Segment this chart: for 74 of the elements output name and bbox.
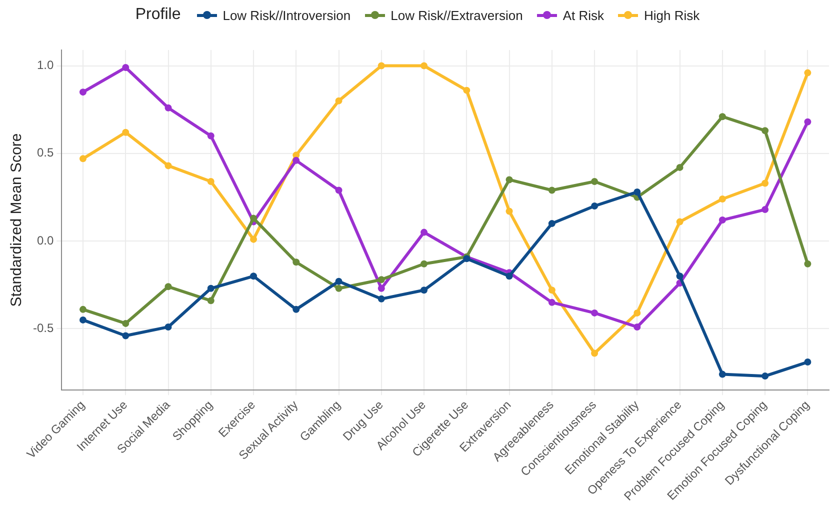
point	[420, 228, 428, 236]
point	[634, 309, 641, 316]
legend-label: At Risk	[562, 8, 604, 22]
point	[591, 309, 598, 316]
point	[292, 156, 300, 164]
y-tick-label: 1.0	[36, 58, 54, 72]
point	[548, 298, 556, 306]
point	[506, 272, 513, 280]
point	[591, 178, 598, 185]
point	[634, 323, 641, 330]
point	[164, 283, 172, 290]
point	[164, 323, 172, 330]
point	[718, 216, 726, 224]
point	[762, 372, 769, 380]
point	[718, 113, 726, 120]
point	[420, 286, 428, 294]
point	[718, 196, 726, 202]
point	[122, 332, 130, 340]
y-tick-label: 0.5	[36, 146, 54, 160]
point	[420, 62, 428, 70]
point	[463, 86, 470, 94]
point	[335, 97, 342, 104]
point	[804, 358, 812, 366]
point	[506, 208, 513, 215]
point	[164, 162, 172, 170]
point	[762, 127, 769, 134]
point	[207, 284, 214, 292]
point	[804, 118, 812, 126]
point	[762, 206, 769, 214]
point	[762, 180, 769, 187]
point	[378, 276, 385, 284]
point	[548, 220, 556, 228]
y-tick-label: 0.0	[36, 233, 54, 248]
point	[634, 188, 641, 196]
point	[122, 320, 130, 327]
point	[292, 306, 300, 313]
point	[207, 132, 214, 140]
y-axis-title: Standardized Mean Score	[8, 133, 26, 307]
point	[718, 370, 726, 378]
legend-title: Profile	[135, 6, 181, 24]
point	[548, 286, 556, 294]
point	[676, 272, 684, 280]
point	[292, 258, 300, 266]
point	[676, 164, 684, 171]
point	[591, 350, 598, 357]
point	[378, 295, 385, 302]
point	[207, 297, 214, 304]
y-tick-label: -0.5	[32, 321, 54, 336]
point	[335, 278, 342, 285]
point	[335, 284, 342, 292]
point	[804, 260, 812, 268]
point	[79, 88, 86, 96]
point	[79, 306, 86, 313]
point	[250, 272, 258, 280]
legend-label: High Risk	[644, 8, 700, 22]
point	[676, 218, 684, 226]
point	[250, 214, 258, 222]
point	[378, 284, 385, 292]
point	[335, 186, 342, 194]
point	[548, 186, 556, 194]
point	[804, 69, 812, 76]
point	[79, 155, 86, 162]
point	[122, 64, 130, 72]
legend-label: Low Risk//Extraversion	[390, 8, 523, 22]
point	[506, 176, 513, 184]
point	[79, 316, 86, 324]
point	[164, 104, 172, 112]
point	[591, 202, 598, 210]
point	[378, 62, 385, 70]
point	[207, 178, 214, 185]
point	[250, 236, 258, 243]
point	[122, 128, 130, 136]
legend-label: Low Risk//Introversion	[222, 8, 351, 22]
point	[420, 260, 428, 268]
